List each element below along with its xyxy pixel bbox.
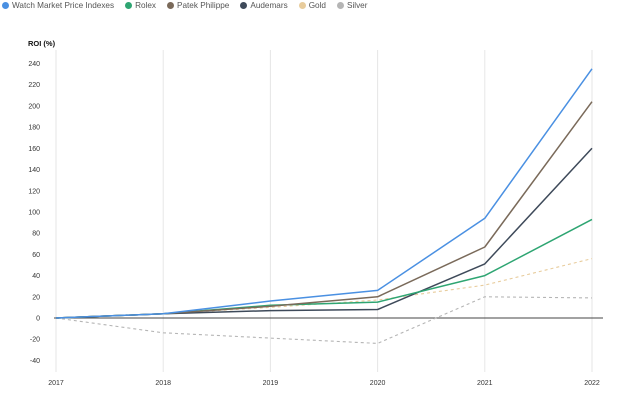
legend-label: Watch Market Price Indexes: [12, 1, 115, 10]
chart-legend: Watch Market Price Indexes Rolex Patek Phi…: [2, 1, 367, 10]
y-tick-label: 60: [32, 252, 40, 259]
series-line-patek-philippe[interactable]: [55, 101, 593, 319]
y-tick-label: 120: [28, 188, 40, 195]
legend-marker: [240, 2, 248, 9]
legend-marker: [167, 2, 175, 9]
x-tick-label: 2019: [263, 380, 279, 387]
legend-item-rolex[interactable]: Rolex: [125, 1, 156, 10]
x-tick-label: 2022: [584, 380, 600, 387]
x-tick-label: 2017: [48, 380, 64, 387]
legend-marker: [2, 2, 9, 9]
y-tick-label: 180: [28, 125, 40, 132]
y-tick-label: 160: [28, 146, 40, 153]
legend-marker: [336, 2, 344, 9]
y-axis-label: ROI (%): [28, 39, 56, 48]
series-line-silver[interactable]: [55, 296, 593, 344]
y-tick-label: -20: [30, 337, 40, 344]
legend-label: Rolex: [135, 1, 157, 10]
legend-label: Patek Philippe: [177, 1, 230, 10]
legend-item-gold[interactable]: Gold: [298, 1, 326, 10]
y-tick-label: 240: [28, 61, 40, 68]
legend-label: Audemars: [250, 1, 288, 10]
x-tick-label: 2021: [477, 380, 493, 387]
series-line-audemars[interactable]: [55, 147, 593, 319]
series-line-gold[interactable]: [55, 258, 593, 319]
x-tick-label: 2018: [155, 380, 171, 387]
x-tick-label: 2020: [370, 380, 386, 387]
legend-label: Gold: [308, 1, 326, 10]
series-line-watch-market-price-indexes[interactable]: [55, 68, 593, 319]
y-tick-label: 100: [28, 209, 40, 216]
legend-label: Silver: [346, 1, 368, 10]
y-tick-label: 80: [32, 231, 40, 238]
y-tick-label: 40: [32, 273, 40, 280]
legend-marker: [125, 2, 133, 9]
legend-item-audemars[interactable]: Audemars: [240, 1, 288, 10]
y-tick-label: 220: [28, 82, 40, 89]
y-tick-label: -40: [30, 358, 40, 365]
legend-item-silver[interactable]: Silver: [336, 1, 368, 10]
y-tick-label: 140: [28, 167, 40, 174]
legend-marker: [298, 2, 306, 9]
y-tick-label: 200: [28, 103, 40, 110]
legend-item-patek-philippe[interactable]: Patek Philippe: [167, 1, 229, 10]
y-tick-label: 20: [32, 294, 40, 301]
y-tick-label: 0: [36, 316, 40, 323]
legend-item-watch-market-price-indexes[interactable]: Watch Market Price Indexes: [2, 1, 114, 10]
